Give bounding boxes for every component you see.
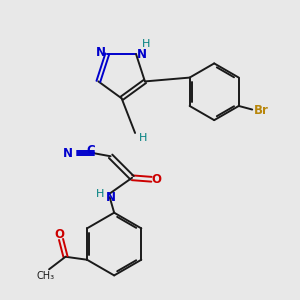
Text: N: N [106,191,116,204]
Text: N: N [63,147,73,160]
Text: H: H [141,40,150,50]
Text: Br: Br [254,104,268,117]
Text: O: O [152,173,162,186]
Text: N: N [136,47,146,61]
Text: C: C [86,144,95,158]
Text: N: N [96,46,106,59]
Text: H: H [139,134,148,143]
Text: H: H [96,189,104,199]
Text: O: O [55,228,64,241]
Text: CH₃: CH₃ [36,271,55,281]
